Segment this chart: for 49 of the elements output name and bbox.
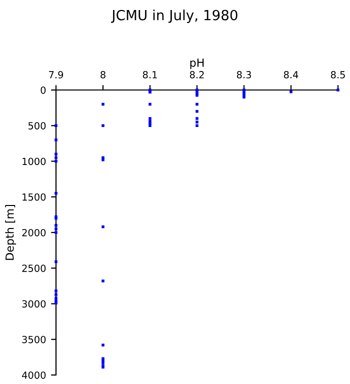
point [102, 102, 104, 106]
point [148, 124, 152, 128]
y-tick-label: 2000 [22, 228, 46, 236]
y-tick-label: 0 [40, 86, 46, 94]
y-tick-label: 1500 [22, 193, 46, 201]
x-tick-label: 7.9 [49, 71, 64, 78]
chart-title: JCMU in July, 1980 [110, 10, 238, 24]
point [196, 110, 198, 113]
point [54, 124, 58, 128]
point [196, 120, 198, 124]
y-tick-label: 3000 [22, 300, 46, 308]
point [102, 357, 104, 360]
y-tick-label: 1000 [22, 158, 46, 166]
point [196, 117, 198, 120]
point [102, 225, 104, 228]
point [54, 224, 58, 227]
point [102, 124, 104, 128]
point [54, 260, 58, 264]
y-tick-label: 500 [28, 122, 46, 130]
point [54, 152, 58, 156]
point [54, 138, 58, 142]
point [102, 280, 104, 282]
point [148, 117, 152, 120]
point [336, 88, 340, 92]
point [54, 293, 58, 296]
point [102, 362, 104, 364]
x-tick-label: 8.1 [142, 71, 157, 78]
x-axis-title: pH [190, 58, 204, 70]
y-tick-label: 2500 [22, 264, 46, 272]
point [54, 228, 58, 230]
point [54, 160, 58, 163]
point [148, 102, 152, 106]
x-tick-label: 8.3 [236, 71, 251, 78]
y-tick-label: 4000 [22, 371, 46, 379]
point [54, 296, 58, 300]
point [290, 90, 292, 94]
y-tick-label: 3500 [22, 336, 46, 344]
point [54, 231, 58, 234]
point [54, 290, 58, 292]
x-tick-label: 8 [100, 71, 106, 78]
point [54, 192, 58, 195]
point [196, 124, 198, 128]
point [54, 156, 58, 160]
x-tick-label: 8.2 [190, 71, 204, 78]
y-axis-title: Depth [m] [5, 205, 16, 260]
point [102, 344, 104, 346]
point [196, 102, 198, 106]
x-tick-label: 8.5 [330, 71, 345, 78]
x-tick-label: 8.4 [284, 71, 298, 78]
